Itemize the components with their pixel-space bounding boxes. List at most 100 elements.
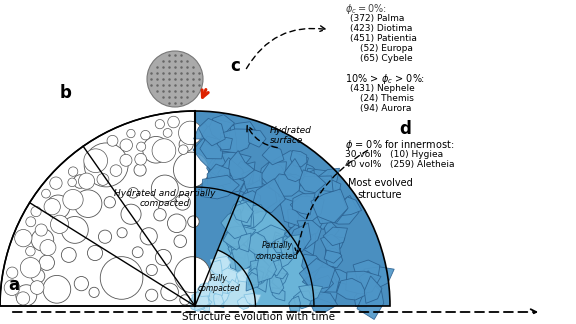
Polygon shape: [230, 240, 247, 259]
Circle shape: [180, 295, 190, 305]
Polygon shape: [320, 179, 341, 196]
Polygon shape: [223, 228, 243, 247]
Circle shape: [97, 173, 109, 185]
Polygon shape: [227, 271, 238, 285]
Polygon shape: [364, 276, 382, 303]
Circle shape: [41, 189, 51, 198]
Polygon shape: [233, 161, 254, 185]
Polygon shape: [233, 202, 253, 223]
Polygon shape: [194, 123, 210, 139]
Wedge shape: [0, 111, 195, 306]
Polygon shape: [218, 158, 245, 196]
Polygon shape: [234, 172, 253, 194]
Circle shape: [140, 228, 157, 245]
Polygon shape: [248, 130, 266, 147]
Circle shape: [117, 228, 127, 238]
Circle shape: [39, 255, 55, 270]
Polygon shape: [246, 272, 260, 291]
Polygon shape: [302, 267, 332, 291]
Polygon shape: [270, 272, 284, 294]
Polygon shape: [220, 129, 255, 153]
Polygon shape: [260, 162, 286, 190]
Circle shape: [63, 190, 83, 210]
Polygon shape: [192, 291, 209, 311]
Circle shape: [146, 289, 158, 301]
Polygon shape: [238, 233, 251, 252]
Polygon shape: [251, 259, 270, 278]
Polygon shape: [229, 167, 244, 181]
Circle shape: [78, 173, 94, 189]
Polygon shape: [218, 293, 229, 304]
Polygon shape: [237, 297, 251, 309]
Polygon shape: [279, 192, 315, 228]
Polygon shape: [338, 197, 362, 216]
Polygon shape: [320, 234, 340, 253]
Text: b: b: [60, 84, 72, 102]
Circle shape: [143, 136, 169, 163]
Polygon shape: [193, 133, 226, 170]
Text: structure: structure: [358, 190, 402, 200]
Polygon shape: [300, 259, 335, 291]
Polygon shape: [217, 125, 237, 153]
Text: (24) Themis: (24) Themis: [360, 94, 414, 103]
Text: Most evolved: Most evolved: [348, 178, 412, 188]
Polygon shape: [201, 175, 240, 199]
Polygon shape: [290, 232, 307, 254]
Polygon shape: [221, 209, 247, 239]
Text: (372) Palma: (372) Palma: [350, 14, 404, 23]
Polygon shape: [232, 200, 253, 226]
Polygon shape: [325, 240, 343, 268]
Polygon shape: [283, 235, 300, 253]
Polygon shape: [242, 184, 268, 213]
Circle shape: [20, 258, 41, 278]
Circle shape: [74, 276, 89, 291]
Circle shape: [31, 206, 41, 217]
Polygon shape: [200, 136, 224, 159]
Polygon shape: [311, 189, 348, 223]
Circle shape: [173, 152, 209, 187]
Polygon shape: [353, 260, 380, 285]
Circle shape: [31, 229, 54, 251]
Polygon shape: [240, 162, 255, 184]
Polygon shape: [210, 115, 234, 140]
Polygon shape: [313, 190, 347, 224]
Polygon shape: [242, 169, 262, 189]
Polygon shape: [243, 266, 268, 292]
Circle shape: [6, 267, 18, 278]
Polygon shape: [251, 267, 269, 283]
Circle shape: [69, 167, 78, 176]
Text: d: d: [399, 120, 411, 138]
Text: $\phi_c = 0\%$:: $\phi_c = 0\%$:: [345, 2, 387, 16]
Circle shape: [175, 195, 190, 210]
Polygon shape: [199, 295, 212, 307]
Polygon shape: [336, 278, 367, 300]
Polygon shape: [359, 281, 381, 302]
Wedge shape: [195, 111, 390, 306]
Text: (52) Europa: (52) Europa: [360, 44, 413, 53]
Circle shape: [84, 149, 108, 173]
Text: Partially
compacted: Partially compacted: [256, 241, 299, 260]
Polygon shape: [202, 123, 228, 148]
Polygon shape: [207, 164, 230, 187]
Polygon shape: [196, 289, 210, 303]
Polygon shape: [228, 237, 248, 257]
Wedge shape: [195, 250, 255, 306]
Polygon shape: [298, 202, 323, 239]
Polygon shape: [218, 268, 238, 284]
Circle shape: [51, 215, 69, 234]
Polygon shape: [279, 174, 314, 204]
Circle shape: [50, 177, 62, 189]
Text: Fully
compacted: Fully compacted: [198, 274, 240, 293]
Polygon shape: [274, 236, 294, 254]
Circle shape: [174, 235, 187, 248]
Polygon shape: [359, 271, 375, 293]
Circle shape: [120, 154, 132, 166]
Circle shape: [89, 287, 99, 297]
Polygon shape: [332, 269, 347, 284]
Polygon shape: [299, 170, 326, 193]
Polygon shape: [208, 277, 223, 295]
Polygon shape: [288, 207, 312, 230]
Polygon shape: [273, 151, 308, 179]
Polygon shape: [319, 178, 333, 197]
Circle shape: [25, 247, 35, 256]
